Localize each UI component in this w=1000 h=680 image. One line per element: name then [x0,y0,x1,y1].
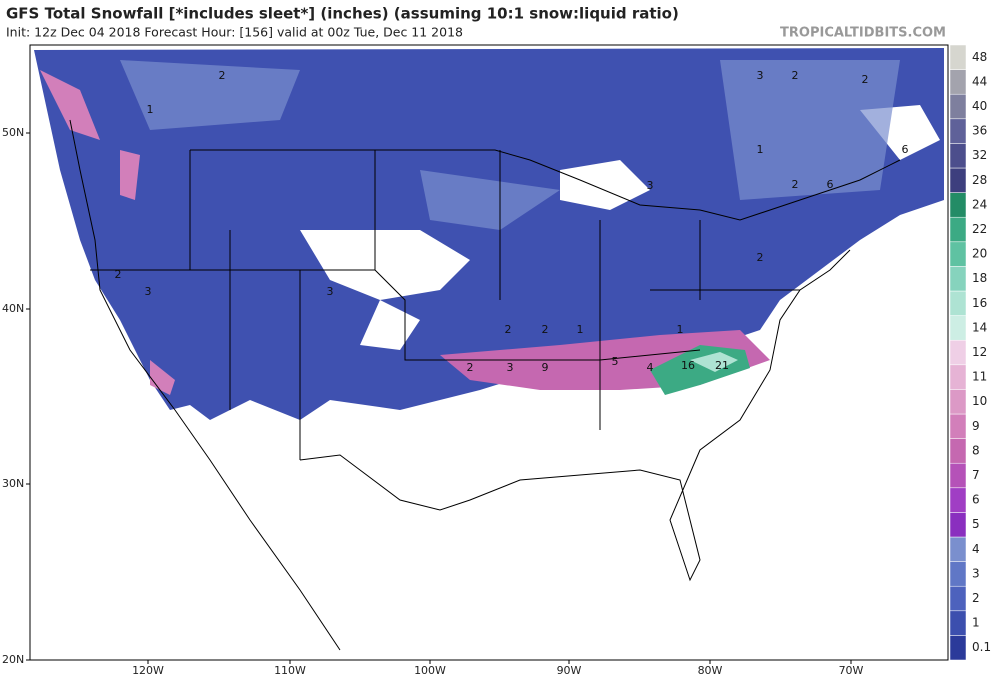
contour-label: 2 [862,73,869,86]
colorbar-swatch [949,635,967,661]
contour-label: 2 [792,69,799,82]
colorbar-swatch [949,413,967,439]
colorbar-swatch [949,438,967,464]
colorbar-label: 18 [972,271,987,285]
colorbar-label: 3 [972,566,980,580]
colorbar-swatch [949,364,967,390]
colorbar-label: 48 [972,50,987,64]
lat-label: 30N [2,477,24,490]
lat-label: 50N [2,126,24,139]
colorbar-swatch [949,69,967,95]
contour-label: 3 [507,361,514,374]
colorbar-swatch [949,339,967,366]
brand: TROPICALTIDBITS.COM [780,26,946,41]
colorbar-swatch [949,216,967,243]
colorbar-label: 36 [972,124,987,138]
contour-label: 3 [327,285,334,298]
lon-label: 80W [698,664,723,677]
contour-label: 2 [757,251,764,264]
colorbar-label: 1 [972,616,980,630]
colorbar-swatch [949,118,967,144]
subtitle: Init: 12z Dec 04 2018 Forecast Hour: [15… [6,25,463,40]
colorbar-label: 16 [972,296,987,310]
lat-label: 40N [2,302,24,315]
contour-label: 9 [542,361,549,374]
lat-label: 20N [2,653,24,666]
colorbar-swatch [949,143,967,169]
colorbar-swatch [949,585,967,612]
snow-band-teal [690,352,738,372]
contour-label: 2 [115,268,122,281]
borders [69,119,901,651]
colorbar-swatch [949,167,967,193]
colorbar-label: 22 [972,222,987,236]
lon-label: 90W [557,664,582,677]
contour-label: 2 [505,323,512,336]
colorbar-label: 32 [972,148,987,162]
lon-label: 120W [132,664,164,677]
colorbar-swatch [949,315,967,341]
colorbar: 0.11234567891011121416182022242832364044… [949,44,991,661]
colorbar-swatch [949,512,967,538]
contour-label: 4 [647,361,654,374]
lon-label: 70W [839,664,864,677]
colorbar-swatch [949,266,967,292]
title: GFS Total Snowfall [*includes sleet*] (i… [6,5,679,23]
colorbar-label: 7 [972,468,980,482]
colorbar-label: 28 [972,173,987,187]
colorbar-swatch [949,192,967,218]
contour-label: 3 [647,179,654,192]
colorbar-label: 14 [972,320,987,334]
colorbar-label: 24 [972,197,987,211]
colorbar-label: 5 [972,517,980,531]
lon-label: 110W [274,664,306,677]
colorbar-swatch [949,44,967,70]
colorbar-label: 11 [972,370,987,384]
colorbar-label: 40 [972,99,987,113]
colorbar-swatch [949,610,967,636]
contour-label: 5 [612,355,619,368]
contour-label: 6 [902,143,909,156]
contour-label: 3 [145,285,152,298]
contour-label: 2 [467,361,474,374]
colorbar-label: 12 [972,345,987,359]
colorbar-label: 9 [972,419,980,433]
colorbar-swatch [949,290,967,316]
colorbar-swatch [949,536,967,562]
colorbar-label: 4 [972,542,980,556]
snow-region [34,48,944,420]
contour-label: 21 [715,359,729,372]
colorbar-swatch [949,561,967,587]
snow-light [120,60,900,230]
colorbar-swatch [949,487,967,513]
lon-label: 100W [414,664,446,677]
colorbar-label: 2 [972,591,980,605]
colorbar-label: 20 [972,247,987,261]
contour-label: 16 [681,359,695,372]
contour-label: 3 [757,69,764,82]
colorbar-swatch [949,462,967,489]
contour-label: 2 [542,323,549,336]
contour-label: 1 [147,103,154,116]
colorbar-label: 10 [972,394,987,408]
colorbar-label: 6 [972,493,980,507]
colorbar-swatch [949,389,967,415]
contour-label: 1 [757,143,764,156]
contour-label: 2 [219,69,226,82]
colorbar-swatch [949,241,967,267]
contour-label: 1 [677,323,684,336]
contour-label: 1 [577,323,584,336]
map [29,44,949,661]
colorbar-label: 44 [972,74,987,88]
contour-label: 2 [792,178,799,191]
colorbar-swatch [949,93,967,120]
colorbar-label: 0.1 [972,640,991,654]
contour-label: 6 [827,178,834,191]
colorbar-label: 8 [972,443,980,457]
